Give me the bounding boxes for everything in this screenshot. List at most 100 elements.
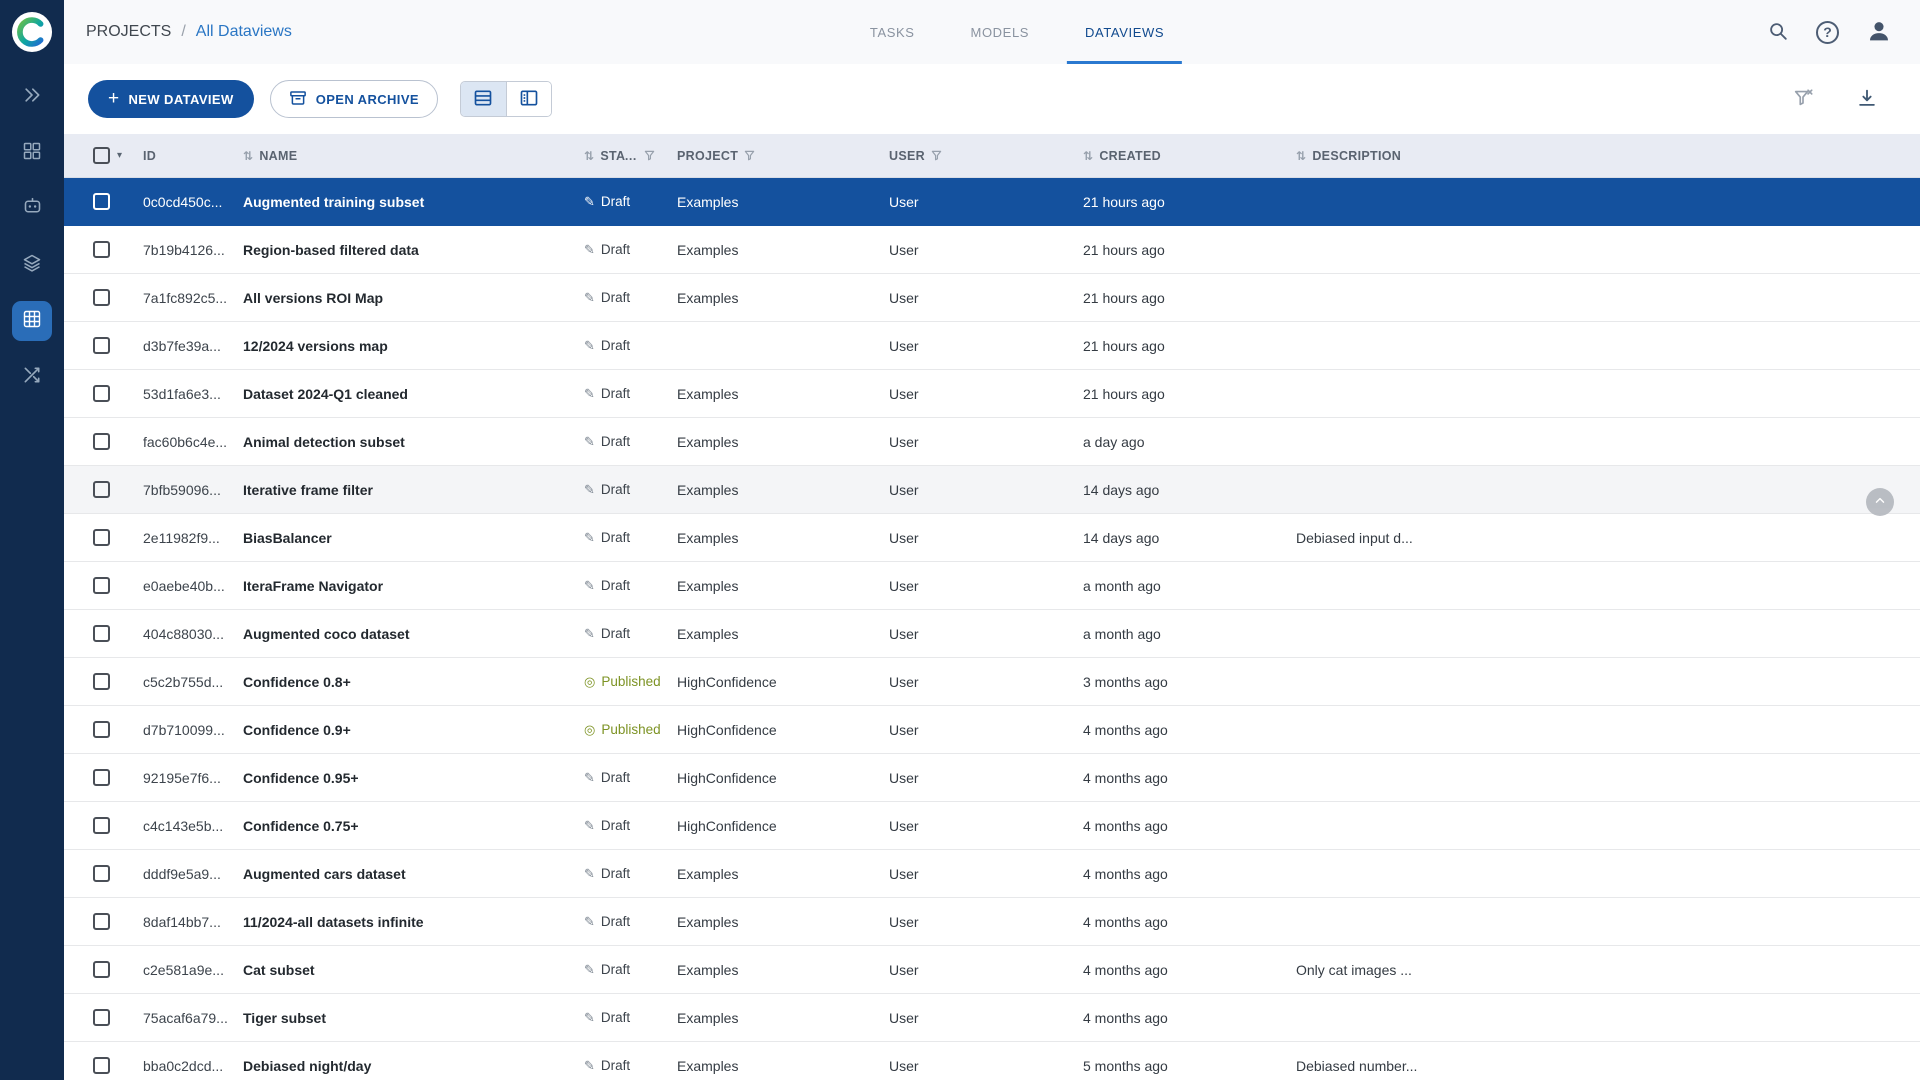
breadcrumb-current[interactable]: All Dataviews (196, 23, 292, 41)
new-dataview-button[interactable]: + NEW DATAVIEW (88, 80, 254, 118)
sidebar-item-pipelines[interactable] (12, 357, 52, 397)
table-row[interactable]: 53d1fa6e3...Dataset 2024-Q1 cleaned✎Draf… (64, 370, 1920, 418)
row-checkbox[interactable] (93, 337, 110, 354)
table-row[interactable]: 404c88030...Augmented coco dataset✎Draft… (64, 610, 1920, 658)
tab-models[interactable]: MODELS (943, 0, 1058, 64)
row-checkbox[interactable] (93, 1009, 110, 1026)
tab-dataviews[interactable]: DATAVIEWS (1057, 0, 1192, 64)
row-name-link[interactable]: Region-based filtered data (228, 242, 572, 258)
row-checkbox[interactable] (93, 433, 110, 450)
table-view-button[interactable] (461, 82, 506, 116)
table-row[interactable]: c5c2b755d...Confidence 0.8+◎PublishedHig… (64, 658, 1920, 706)
draft-pencil-icon: ✎ (584, 626, 595, 642)
tab-tasks[interactable]: TASKS (842, 0, 943, 64)
row-checkbox[interactable] (93, 529, 110, 546)
sort-icon[interactable]: ⇅ (1296, 149, 1306, 163)
sidebar-item-dataviews[interactable] (12, 301, 52, 341)
table-row[interactable]: bba0c2dcd...Debiased night/day✎DraftExam… (64, 1042, 1920, 1080)
open-archive-button[interactable]: OPEN ARCHIVE (270, 80, 438, 118)
table-row[interactable]: 7a1fc892c5...All versions ROI Map✎DraftE… (64, 274, 1920, 322)
row-name-link[interactable]: Dataset 2024-Q1 cleaned (228, 386, 572, 402)
sort-icon[interactable]: ⇅ (243, 149, 253, 163)
clearml-logo[interactable] (11, 11, 53, 53)
sidebar-item-getting-started[interactable] (12, 77, 52, 117)
header-description[interactable]: ⇅ DESCRIPTION (1286, 149, 1920, 163)
row-checkbox[interactable] (93, 193, 110, 210)
details-view-button[interactable] (506, 82, 551, 116)
row-checkbox[interactable] (93, 577, 110, 594)
table-row[interactable]: 75acaf6a79...Tiger subset✎DraftExamplesU… (64, 994, 1920, 1042)
table-row[interactable]: dddf9e5a9...Augmented cars dataset✎Draft… (64, 850, 1920, 898)
row-name-link[interactable]: All versions ROI Map (228, 290, 572, 306)
row-name-link[interactable]: IteraFrame Navigator (228, 578, 572, 594)
row-checkbox[interactable] (93, 625, 110, 642)
table-row[interactable]: 0c0cd450c...Augmented training subset✎Dr… (64, 178, 1920, 226)
filter-icon[interactable] (744, 150, 755, 161)
row-checkbox[interactable] (93, 721, 110, 738)
breadcrumb-projects[interactable]: PROJECTS (86, 23, 171, 41)
select-dropdown-caret[interactable]: ▾ (117, 150, 122, 161)
table-row[interactable]: fac60b6c4e...Animal detection subset✎Dra… (64, 418, 1920, 466)
help-button[interactable]: ? (1816, 21, 1839, 44)
table-row[interactable]: 2e11982f9...BiasBalancer✎DraftExamplesUs… (64, 514, 1920, 562)
row-checkbox[interactable] (93, 289, 110, 306)
row-checkbox[interactable] (93, 817, 110, 834)
row-name-link[interactable]: 11/2024-all datasets infinite (228, 914, 572, 930)
row-status: ✎Draft (572, 818, 664, 834)
row-checkbox[interactable] (93, 241, 110, 258)
select-all-checkbox[interactable] (93, 147, 110, 164)
row-checkbox[interactable] (93, 913, 110, 930)
row-name-link[interactable]: 12/2024 versions map (228, 338, 572, 354)
row-name-link[interactable]: Debiased night/day (228, 1058, 572, 1074)
table-row[interactable]: 92195e7f6...Confidence 0.95+✎DraftHighCo… (64, 754, 1920, 802)
sidebar-item-datasets[interactable] (12, 245, 52, 285)
row-created: 4 months ago (1070, 818, 1286, 834)
table-row[interactable]: 7b19b4126...Region-based filtered data✎D… (64, 226, 1920, 274)
row-checkbox[interactable] (93, 481, 110, 498)
row-checkbox[interactable] (93, 865, 110, 882)
table-row[interactable]: e0aebe40b...IteraFrame Navigator✎DraftEx… (64, 562, 1920, 610)
row-name-link[interactable]: Confidence 0.9+ (228, 722, 572, 738)
row-name-link[interactable]: Augmented training subset (228, 194, 572, 210)
row-name-link[interactable]: Cat subset (228, 962, 572, 978)
row-name-link[interactable]: Tiger subset (228, 1010, 572, 1026)
sort-icon[interactable]: ⇅ (1083, 149, 1093, 163)
row-name-link[interactable]: Augmented coco dataset (228, 626, 572, 642)
header-created[interactable]: ⇅ CREATED (1070, 149, 1286, 163)
table-row[interactable]: d3b7fe39a...12/2024 versions map✎DraftUs… (64, 322, 1920, 370)
row-name-link[interactable]: Confidence 0.8+ (228, 674, 572, 690)
row-checkbox[interactable] (93, 673, 110, 690)
sort-icon[interactable]: ⇅ (584, 149, 594, 163)
row-name-link[interactable]: Confidence 0.75+ (228, 818, 572, 834)
row-name-link[interactable]: Confidence 0.95+ (228, 770, 572, 786)
table-row[interactable]: d7b710099...Confidence 0.9+◎PublishedHig… (64, 706, 1920, 754)
row-checkbox[interactable] (93, 1057, 110, 1074)
row-name-link[interactable]: Iterative frame filter (228, 482, 572, 498)
row-checkbox-cell (64, 193, 124, 210)
download-button[interactable] (1856, 87, 1878, 112)
clear-filters-button[interactable] (1792, 87, 1814, 112)
sidebar-item-projects[interactable] (12, 133, 52, 173)
row-checkbox[interactable] (93, 385, 110, 402)
header-status[interactable]: ⇅ STATUS (572, 149, 664, 163)
row-checkbox[interactable] (93, 961, 110, 978)
sidebar-item-workers[interactable] (12, 189, 52, 229)
header-project[interactable]: PROJECT (664, 149, 874, 163)
scroll-top-button[interactable] (1866, 488, 1894, 516)
header-name[interactable]: ⇅ NAME (228, 149, 572, 163)
row-name-link[interactable]: Augmented cars dataset (228, 866, 572, 882)
search-button[interactable] (1767, 20, 1789, 45)
row-name-link[interactable]: BiasBalancer (228, 530, 572, 546)
header-user[interactable]: USER (874, 149, 1070, 163)
row-name-link[interactable]: Animal detection subset (228, 434, 572, 450)
table-row[interactable]: 7bfb59096...Iterative frame filter✎Draft… (64, 466, 1920, 514)
table-row[interactable]: c2e581a9e...Cat subset✎DraftExamplesUser… (64, 946, 1920, 994)
filter-icon[interactable] (931, 150, 942, 161)
row-user: User (874, 770, 1070, 786)
row-checkbox[interactable] (93, 769, 110, 786)
table-row[interactable]: 8daf14bb7...11/2024-all datasets infinit… (64, 898, 1920, 946)
table-row[interactable]: c4c143e5b...Confidence 0.75+✎DraftHighCo… (64, 802, 1920, 850)
header-id[interactable]: ID (124, 149, 228, 163)
avatar-button[interactable] (1866, 18, 1892, 47)
filter-icon[interactable] (644, 150, 655, 161)
